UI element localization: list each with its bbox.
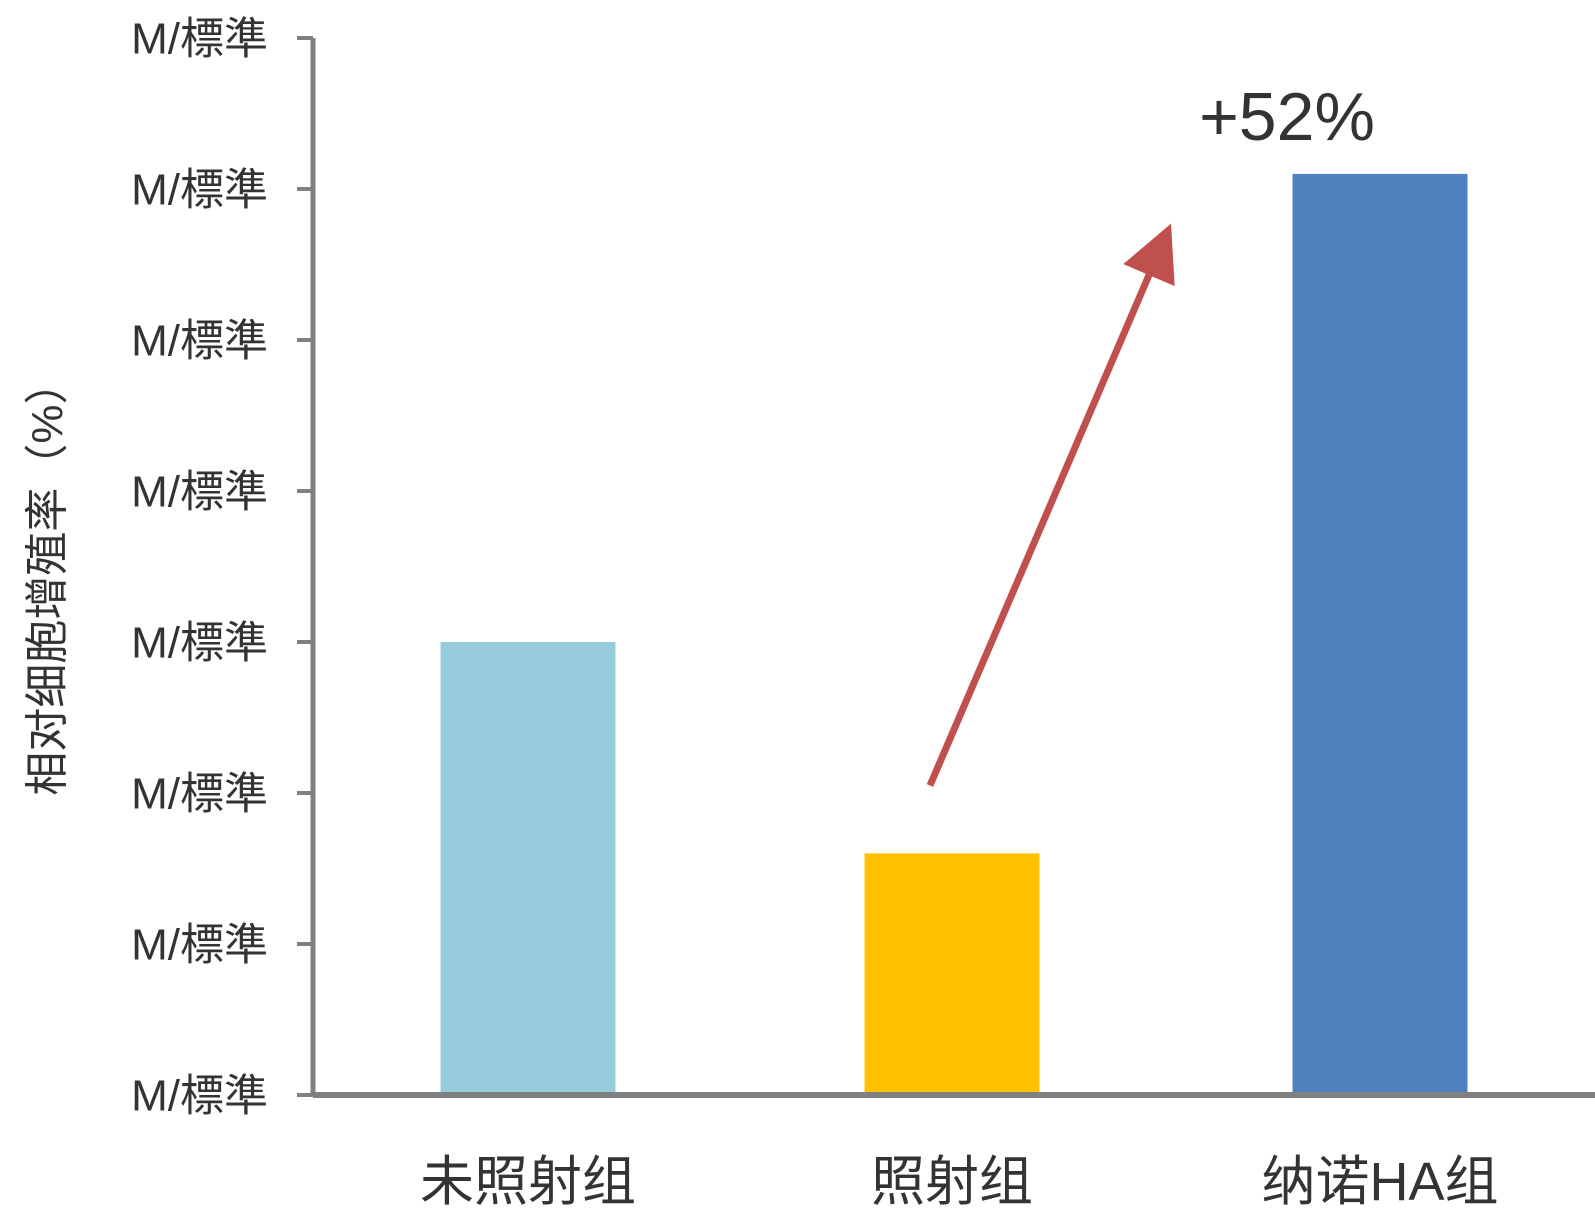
y-tick-label: M/標準 (131, 467, 268, 516)
y-tick-label: M/標準 (131, 769, 268, 818)
y-tick-label: M/標準 (131, 618, 268, 667)
x-axis-labels: 未照射组 照射组 纳诺HA组 (420, 1152, 1499, 1212)
bar (440, 642, 616, 1095)
bars (440, 173, 1468, 1095)
x-category-label: 照射组 (871, 1152, 1033, 1212)
bar (1292, 173, 1468, 1095)
y-tick-label: M/標準 (131, 1071, 268, 1120)
x-category-label: 未照射组 (420, 1152, 636, 1212)
bar (864, 853, 1040, 1095)
y-tick-label: M/標準 (131, 165, 268, 214)
y-axis-label: 相对细胞增殖率（%） (23, 360, 72, 795)
increase-annotation: +52% (1199, 79, 1375, 155)
y-axis-ticks: M/標準 M/標準 M/標準 M/標準 M/標準 M/標準 M/標準 M/標準 (131, 14, 313, 1120)
increase-arrow (926, 223, 1175, 787)
y-axis-label-group: 相对细胞增殖率（%） (23, 360, 72, 795)
y-tick-label: M/標準 (131, 316, 268, 365)
y-tick-label: M/標準 (131, 14, 268, 63)
x-category-label: 纳诺HA组 (1261, 1152, 1498, 1212)
y-tick-label: M/標準 (131, 920, 268, 969)
